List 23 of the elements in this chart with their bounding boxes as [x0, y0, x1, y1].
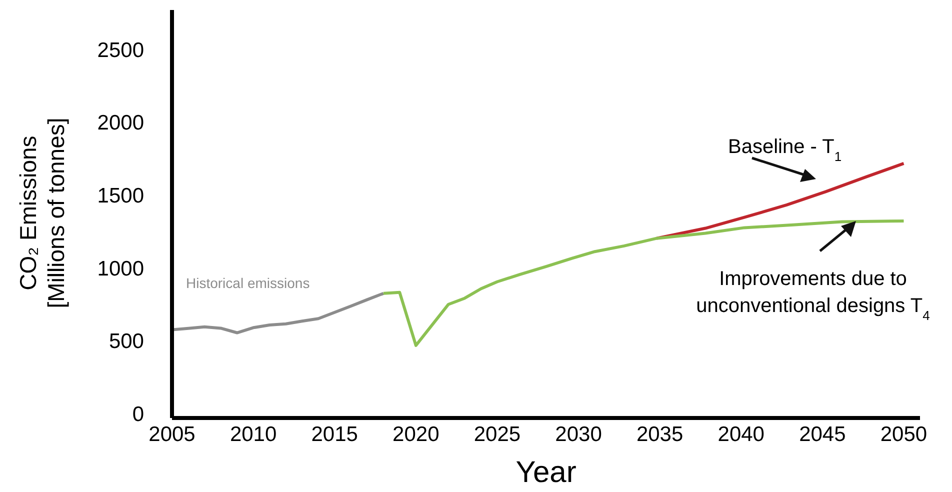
series-label: Baseline - T$_{1}$ [728, 136, 842, 164]
x-tick-label: 2045 [799, 422, 846, 446]
y-tick-label: 2500 [97, 38, 144, 62]
y-axis-title: CO₂ Emissions [Millions of tonnes] [15, 118, 69, 308]
line-series [382, 219, 906, 347]
y-tick-label: 2000 [97, 112, 144, 135]
y-tick-label: 0 [132, 403, 144, 426]
x-tick-label: 2040 [718, 422, 764, 446]
y-tick-label: 1000 [97, 257, 144, 280]
x-tick-label: 2025 [474, 422, 521, 446]
x-tick-label: 2010 [230, 422, 277, 446]
x-tick-label: 2030 [555, 422, 602, 446]
x-tick-label: 2035 [636, 422, 684, 446]
y-tick-label: 1500 [97, 184, 144, 208]
y-tick-label: 500 [108, 330, 144, 354]
line-series [172, 292, 385, 334]
x-axis-title: Year [516, 456, 576, 489]
x-tick-label: 2020 [392, 422, 440, 446]
x-tick-label: 2050 [880, 422, 928, 446]
series-label: Improvements due to unconventional designs T$_{4}$ [696, 268, 930, 322]
x-tick-label: 2005 [148, 422, 196, 446]
x-tick-label: 2015 [311, 422, 358, 446]
text: Historical emissions [186, 275, 310, 291]
